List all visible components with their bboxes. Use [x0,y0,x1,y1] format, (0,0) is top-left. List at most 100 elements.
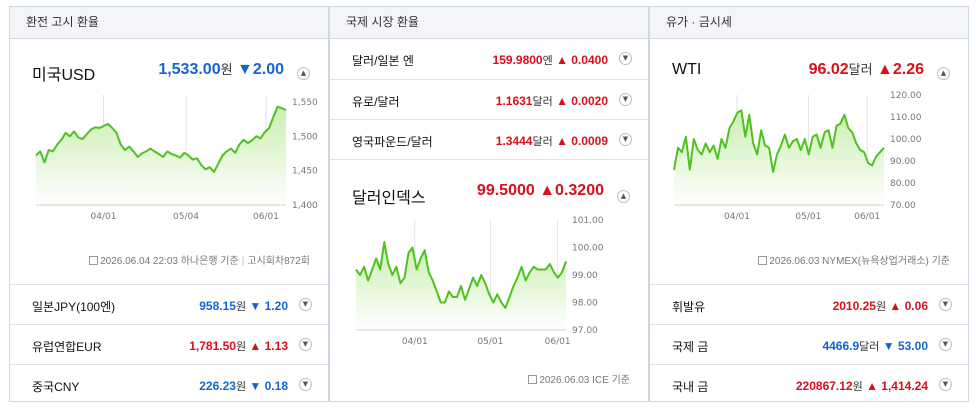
usd-main-section: 미국USD 1,533.00원 ▼2.00 ▲ 04/01 05/04 06/01 1… [10,39,328,284]
footer-date: 2026.06.03 ICE 기준 [539,375,630,386]
row-price: 2010.25 [832,299,876,313]
main-title[interactable]: WTI [672,61,702,78]
main-price: 99.5000 [476,182,535,199]
chart-footer: 2026.06.03 ICE 기준 [528,371,630,386]
row-change: ▲ 0.06 [889,299,928,313]
row-price: 1.3444 [495,134,533,148]
row-change: ▼ 0.18 [249,379,288,393]
y-tick-label: 110.00 [890,113,922,123]
x-tick-label: 04/01 [724,212,750,222]
chart-footer: 2026.06.04 22:03 하나은행 기준 | 고시회차872회 [89,252,310,267]
main-unit: 원 [220,62,233,77]
row-value: 220867.12원 ▲ 1,414.24 [796,378,928,394]
row-change: ▲ 1.13 [249,339,288,353]
list-item[interactable]: 국제 금 4466.9달러 ▼ 53.00 ▼ [650,324,968,364]
chevron-down-icon[interactable]: ▼ [619,133,632,146]
x-tick-label: 04/01 [91,212,117,222]
y-tick-label: 1,500 [292,132,318,142]
footer-date: 2026.06.04 22:03 하나은행 기준 [100,256,239,267]
y-tick-label: 1,450 [292,167,318,177]
row-change: ▼ 53.00 [882,339,928,353]
y-tick-label: 100.00 [890,135,922,145]
x-tick-label: 05/01 [477,337,503,347]
y-tick-label: 98.00 [572,299,598,309]
chevron-up-icon[interactable]: ▲ [617,190,630,203]
main-price-block: 96.02달러 ▲2.26 [809,59,924,79]
list-item[interactable]: 달러/일본 엔 159.9800엔 ▲ 0.0400 ▼ [330,39,648,79]
row-value: 1.1631달러 ▲ 0.0020 [496,93,608,109]
row-unit: 원 [235,381,247,393]
chevron-down-icon[interactable]: ▼ [939,378,952,391]
main-price: 1,533.00 [158,61,221,78]
row-name: 영국파운드/달러 [352,135,433,149]
wti-main-section: WTI 96.02달러 ▲2.26 ▲ 04/01 05/01 06/01 120.0… [650,39,968,284]
chevron-down-icon[interactable]: ▼ [619,93,632,106]
row-value: 159.9800엔 ▲ 0.0400 [493,52,608,68]
main-change: ▲0.3200 [539,182,604,199]
main-title[interactable]: 미국USD [32,67,96,84]
main-price-block: 1,533.00원 ▼2.00 [158,59,284,79]
chevron-down-icon[interactable]: ▼ [299,338,312,351]
chevron-down-icon[interactable]: ▼ [299,298,312,311]
row-name: 유로/달러 [352,95,400,109]
chevron-down-icon[interactable]: ▼ [299,378,312,391]
panel-header: 유가 · 금시세 [650,7,968,39]
main-price: 96.02 [808,61,849,78]
x-tick-label: 05/04 [173,212,199,222]
chart-footer: 2026.06.03 NYMEX(뉴욕상업거래소) 기준 [758,252,950,267]
row-value: 1.3444달러 ▲ 0.0009 [496,133,608,149]
row-unit: 엔 [542,55,553,67]
row-unit: 원 [875,301,887,313]
row-change: ▲ 1,414.24 [866,379,928,393]
main-price-block: 99.5000 ▲0.3200 [477,182,604,200]
list-item[interactable]: 유럽연합EUR 1,781.50원 ▲ 1.13 ▼ [10,324,328,364]
x-tick-label: 05/01 [795,212,821,222]
row-unit: 달러 [532,136,553,148]
row-change: ▲ 0.0400 [556,53,608,67]
dollar-index-chart: 04/01 05/01 06/01 101.00 100.00 99.00 98.00 97.… [355,216,604,360]
wti-chart: 04/01 05/01 06/01 120.00 110.00 100.00 90.00 80… [673,91,922,240]
row-name: 휘발유 [672,300,706,314]
row-unit: 달러 [859,341,880,353]
series-line [355,241,567,309]
list-item[interactable]: 유로/달러 1.1631달러 ▲ 0.0020 ▼ [330,79,648,119]
chevron-down-icon[interactable]: ▼ [619,52,632,65]
y-tick-label: 100.00 [572,244,604,254]
main-unit: 달러 [848,62,873,77]
main-title[interactable]: 달러인덱스 [352,190,426,207]
y-tick-label: 99.00 [572,271,598,281]
list-item[interactable]: 일본JPY(100엔) 958.15원 ▼ 1.20 ▼ [10,284,328,324]
row-unit: 원 [852,381,863,393]
row-name: 국제 금 [672,340,709,354]
y-tick-label: 97.00 [572,326,598,336]
y-tick-label: 101.00 [572,216,604,226]
row-name: 중국CNY [32,380,80,394]
list-item[interactable]: 휘발유 2010.25원 ▲ 0.06 ▼ [650,284,968,324]
row-price: 958.15 [199,299,236,313]
row-name: 국내 금 [672,380,709,394]
row-name: 유럽연합EUR [32,340,102,354]
row-price: 4466.9 [822,339,860,353]
chevron-up-icon[interactable]: ▲ [937,67,950,80]
row-change: ▼ 1.20 [249,299,288,313]
x-tick-label: 06/01 [854,212,880,222]
list-item[interactable]: 국내 금 220867.12원 ▲ 1,414.24 ▼ [650,364,968,401]
oil-gold-panel: 유가 · 금시세 WTI 96.02달러 ▲2.26 ▲ 04/01 05/01 0… [649,6,969,402]
usd-chart: 04/01 05/04 06/01 1,550 1,500 1,450 1,400 [35,95,321,230]
chevron-down-icon[interactable]: ▼ [939,298,952,311]
main-change: ▼2.00 [237,61,284,78]
main-change: ▲2.26 [877,61,924,78]
chevron-up-icon[interactable]: ▲ [297,67,310,80]
row-change: ▲ 0.0020 [556,94,608,108]
chevron-down-icon[interactable]: ▼ [939,338,952,351]
footer-extra: 고시회차872회 [247,256,310,267]
row-price: 159.9800 [492,53,543,67]
x-tick-label: 06/01 [545,337,571,347]
y-tick-label: 1,550 [292,98,318,108]
row-price: 220867.12 [795,379,853,393]
document-icon [89,256,99,265]
row-value: 1,781.50원 ▲ 1.13 [189,338,288,354]
list-item[interactable]: 중국CNY 226.23원 ▼ 0.18 ▼ [10,364,328,401]
x-tick-label: 06/01 [253,212,279,222]
list-item[interactable]: 영국파운드/달러 1.3444달러 ▲ 0.0009 ▼ [330,119,648,159]
